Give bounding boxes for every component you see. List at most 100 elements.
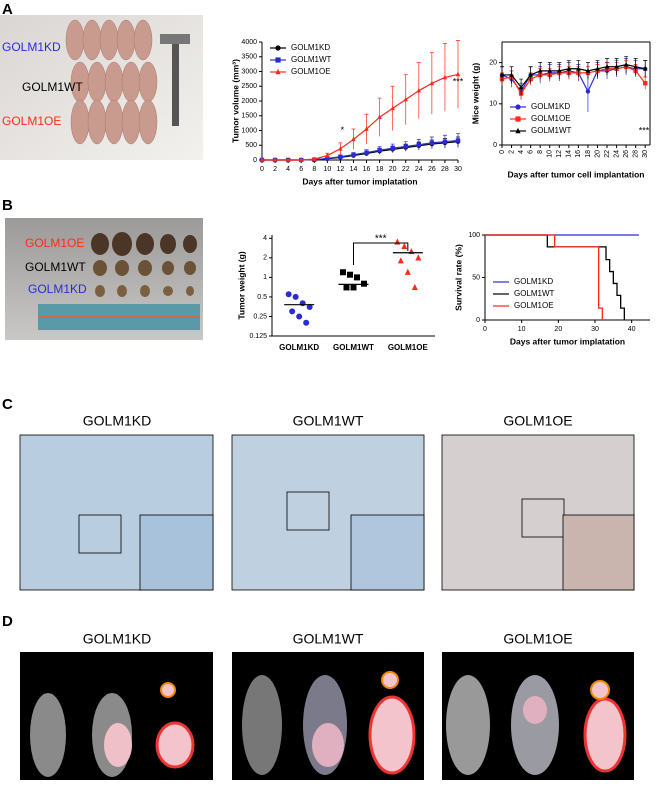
data-point (312, 156, 317, 161)
x-tick-label: 26 (623, 150, 630, 158)
data-point (340, 269, 346, 276)
x-tick-label: 30 (454, 166, 462, 173)
data-point (404, 268, 411, 275)
series-line (501, 66, 646, 95)
data-point (643, 81, 648, 86)
ihc-title: GOLM1OE (503, 413, 572, 429)
y-tick-label: 1 (263, 274, 267, 281)
data-point (537, 68, 543, 73)
pet-title: GOLM1KD (83, 631, 151, 647)
data-point (394, 238, 401, 245)
data-point (416, 142, 421, 147)
tumor-photo (5, 218, 203, 340)
x-tick-label: 20 (554, 326, 562, 333)
x-tick-label: GOLM1OE (388, 343, 429, 352)
data-point (325, 156, 330, 161)
x-tick-label: 16 (363, 166, 371, 173)
x-tick-label: GOLM1WT (333, 343, 374, 352)
data-point (528, 72, 533, 77)
x-tick-label: 20 (594, 150, 601, 158)
y-axis-label: Tumor weight (g) (236, 251, 246, 319)
data-point (292, 293, 299, 300)
series-line (262, 73, 459, 161)
data-point (351, 136, 356, 142)
x-tick-label: 2 (273, 166, 277, 173)
data-point (604, 63, 610, 69)
photo-label: GOLM1KD (28, 282, 87, 296)
data-point (547, 68, 552, 73)
data-point (429, 140, 435, 146)
pet-image (20, 652, 634, 780)
series-line (262, 139, 459, 161)
data-point (633, 63, 638, 69)
data-point (299, 157, 304, 162)
data-point (364, 126, 369, 131)
data-point (377, 114, 382, 120)
data-point (411, 283, 418, 291)
x-tick-label: 28 (441, 166, 449, 173)
data-point (442, 74, 448, 80)
x-tick-label: 22 (402, 166, 410, 173)
mice-photo (0, 15, 203, 160)
x-tick-label: 12 (556, 150, 563, 158)
y-tick-label: 50 (472, 274, 480, 281)
data-point (401, 242, 408, 250)
data-point (289, 308, 296, 315)
x-tick-label: 14 (566, 150, 573, 158)
data-point (499, 72, 505, 77)
x-axis-label: Days after tumor cell implantation (508, 169, 645, 179)
pet-title: GOLM1OE (503, 631, 572, 647)
data-point (354, 274, 360, 281)
series-line (502, 64, 646, 89)
data-point (429, 80, 435, 86)
x-tick-label: 24 (613, 150, 620, 158)
x-tick-label: 0 (260, 166, 264, 173)
x-tick-label: 28 (633, 150, 640, 158)
data-point (390, 105, 395, 111)
data-point (259, 157, 265, 162)
survival-curve (485, 234, 603, 320)
x-tick-label: 0 (499, 150, 506, 154)
data-point (518, 84, 524, 90)
photo-label: GOLM1WT (22, 80, 83, 94)
x-tick-label: 24 (415, 166, 423, 173)
y-tick-label: 0.125 (249, 333, 267, 340)
x-tick-label: 4 (286, 166, 290, 173)
x-tick-label: GOLM1KD (279, 343, 319, 352)
series-line (262, 141, 459, 161)
legend-label: GOLM1KD (531, 102, 570, 111)
data-point (576, 65, 581, 71)
data-point (585, 89, 591, 94)
x-tick-label: 14 (350, 166, 358, 173)
data-point (509, 72, 514, 77)
y-tick-label: 0.5 (257, 294, 267, 301)
x-axis-label: Days after tumor implatation (510, 336, 625, 346)
y-tick-label: 2500 (241, 83, 257, 90)
x-tick-label: 18 (585, 150, 592, 158)
x-tick-label: 40 (628, 326, 636, 333)
data-point (361, 280, 367, 287)
y-tick-label: 20 (489, 59, 497, 66)
legend-label: GOLM1WT (531, 126, 572, 135)
ihc-title: GOLM1WT (293, 413, 364, 429)
x-tick-label: 8 (312, 166, 316, 173)
data-point (351, 152, 356, 157)
data-point (377, 148, 382, 153)
data-point (338, 154, 343, 159)
ihc-title: GOLM1KD (83, 413, 151, 429)
panel-letter: B (2, 197, 13, 214)
data-point (403, 96, 408, 102)
legend-label: GOLM1KD (291, 43, 330, 52)
legend-marker (515, 116, 521, 122)
x-tick-label: 30 (642, 150, 649, 158)
data-point (585, 68, 591, 73)
data-point (325, 152, 330, 158)
panel-letter: D (2, 613, 13, 630)
legend-label: GOLM1OE (291, 67, 331, 76)
x-tick-label: 6 (527, 150, 534, 154)
legend-marker (275, 68, 281, 75)
data-point (595, 65, 600, 71)
photo-label: GOLM1OE (2, 114, 61, 128)
x-tick-label: 4 (518, 150, 525, 154)
